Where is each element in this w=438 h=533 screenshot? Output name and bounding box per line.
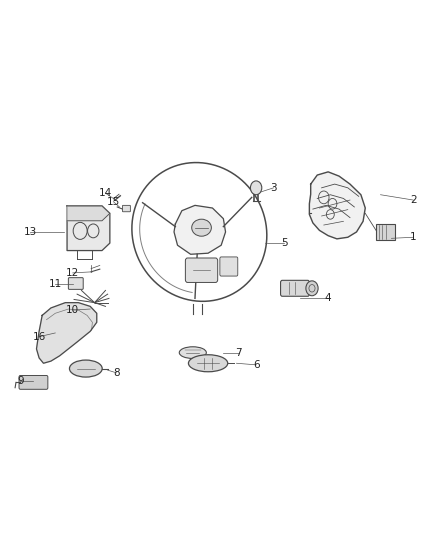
Polygon shape — [309, 172, 365, 239]
Text: 7: 7 — [235, 348, 242, 358]
Polygon shape — [36, 303, 97, 364]
Text: 4: 4 — [325, 293, 332, 303]
Ellipse shape — [192, 219, 212, 236]
Text: 13: 13 — [24, 227, 37, 237]
Text: 16: 16 — [32, 332, 46, 342]
Text: 9: 9 — [17, 376, 24, 386]
Text: 15: 15 — [107, 197, 120, 207]
Ellipse shape — [188, 355, 228, 372]
FancyBboxPatch shape — [220, 257, 238, 276]
Polygon shape — [174, 205, 226, 254]
Circle shape — [251, 181, 262, 195]
Text: 11: 11 — [49, 279, 62, 288]
Circle shape — [306, 281, 318, 296]
Text: 12: 12 — [66, 268, 79, 278]
Ellipse shape — [70, 360, 102, 377]
Text: 8: 8 — [113, 368, 120, 378]
Text: 14: 14 — [99, 188, 112, 198]
FancyBboxPatch shape — [376, 224, 395, 240]
Text: 2: 2 — [410, 195, 417, 205]
Text: 1: 1 — [410, 232, 417, 243]
FancyBboxPatch shape — [185, 258, 218, 282]
Polygon shape — [67, 206, 110, 221]
Text: 10: 10 — [66, 305, 79, 315]
FancyBboxPatch shape — [68, 278, 83, 289]
Text: 5: 5 — [281, 238, 288, 247]
FancyBboxPatch shape — [281, 280, 309, 296]
Ellipse shape — [179, 347, 206, 359]
Text: 3: 3 — [270, 183, 277, 193]
Polygon shape — [67, 206, 110, 251]
Text: 6: 6 — [253, 360, 259, 370]
FancyBboxPatch shape — [19, 375, 48, 389]
FancyBboxPatch shape — [123, 205, 131, 212]
